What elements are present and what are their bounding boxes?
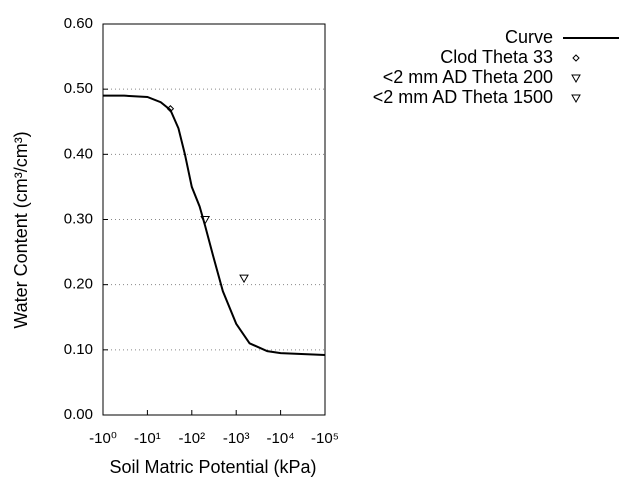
data-point (166, 105, 175, 113)
legend-marker (571, 74, 581, 84)
y-tick-label: 0.20 (64, 276, 93, 293)
legend-label: <2 mm AD Theta 1500 (373, 87, 553, 107)
y-tick-label: 0.30 (64, 210, 93, 227)
legend-label: Clod Theta 33 (440, 47, 553, 67)
y-axis-label: Water Content (cm³/cm³) (11, 131, 31, 328)
y-tick-label: 0.00 (64, 406, 93, 423)
x-tick-label: -10² (178, 430, 205, 447)
x-tick-label: -10⁴ (267, 430, 295, 447)
x-tick-label: -10¹ (134, 430, 161, 447)
x-tick-label: -10³ (223, 430, 250, 447)
legend-label: Curve (505, 27, 553, 47)
y-tick-label: 0.60 (64, 15, 93, 32)
curve (103, 94, 326, 357)
y-tick-label: 0.40 (64, 145, 93, 162)
legend-marker (571, 94, 581, 104)
data-point (200, 216, 211, 225)
x-tick-label: -10⁵ (311, 430, 339, 447)
legend-marker (572, 54, 580, 62)
x-tick-label: -10⁰ (89, 430, 117, 447)
y-tick-label: 0.50 (64, 80, 93, 97)
plot-frame (102, 23, 326, 416)
legend-label: <2 mm AD Theta 200 (383, 67, 553, 87)
data-point (239, 274, 249, 284)
y-tick-label: 0.10 (64, 341, 93, 358)
x-axis-label: Soil Matric Potential (kPa) (109, 457, 316, 477)
